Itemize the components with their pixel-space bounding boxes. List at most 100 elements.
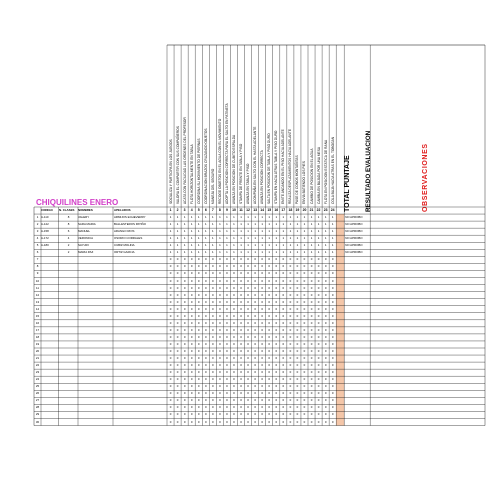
score-cell: 0 xyxy=(310,292,313,297)
score-cell: 0 xyxy=(183,363,186,368)
score-cell: 0 xyxy=(275,405,278,410)
score-cell: 0 xyxy=(226,398,228,403)
score-cell: 0 xyxy=(190,306,193,311)
criterion-header: SALTA EN POSICION DE TABLA Y PISO DURO xyxy=(267,133,272,204)
score-cell: 0 xyxy=(204,320,207,325)
score-cell: 0 xyxy=(247,292,249,297)
score-cell: 0 xyxy=(310,306,313,311)
score-cell: 1 xyxy=(240,222,242,227)
score-cell: 0 xyxy=(296,271,299,276)
total-score: 17 xyxy=(338,215,342,220)
score-cell: 0 xyxy=(331,334,334,339)
score-cell: 0 xyxy=(240,349,242,353)
score-cell: 1 xyxy=(296,250,299,255)
score-cell: 0 xyxy=(317,412,320,417)
score-cell: 0 xyxy=(296,264,299,269)
score-cell: 1 xyxy=(233,243,235,248)
score-cell: 0 xyxy=(268,334,271,339)
score-cell: 0 xyxy=(254,313,256,318)
score-cell: 0 xyxy=(254,271,256,276)
score-cell: 1 xyxy=(268,215,271,220)
score-cell: 0 xyxy=(247,384,249,389)
score-cell: 0 xyxy=(254,398,256,403)
score-cell: 0 xyxy=(212,257,214,262)
score-cell: 0 xyxy=(204,398,207,403)
score-cell: 0 xyxy=(226,370,228,375)
criterion-number: 24 xyxy=(330,208,335,212)
score-cell: 1 xyxy=(183,243,186,248)
score-cell: 1 xyxy=(197,229,200,234)
score-cell: 1 xyxy=(212,236,214,241)
score-cell: 0 xyxy=(176,391,179,396)
score-cell: 0 xyxy=(226,299,228,304)
score-cell: 0 xyxy=(190,356,193,361)
score-cell: 0 xyxy=(183,271,186,276)
score-cell: 0 xyxy=(268,327,271,332)
score-cell: 0 xyxy=(254,264,256,269)
score-cell: 1 xyxy=(226,215,228,220)
score-cell: 0 xyxy=(169,370,172,375)
score-cell: 0 xyxy=(261,327,263,332)
total-score: 0 xyxy=(339,278,341,283)
score-cell: 1 xyxy=(268,229,271,234)
criterion-number: 9 xyxy=(225,208,228,212)
score-cell: 0 xyxy=(282,292,285,297)
score-cell: 0 xyxy=(197,405,200,410)
score-cell: 0 xyxy=(317,292,320,297)
criterion-number: 1 xyxy=(169,208,172,212)
score-cell: 0 xyxy=(240,391,242,396)
score-cell: 0 xyxy=(296,370,299,375)
score-cell: 1 xyxy=(317,236,320,241)
score-cell: 0 xyxy=(247,257,249,262)
criterion-header: CAMBIO DE POSICION EN EL AGUA xyxy=(309,148,314,204)
score-cell: 0 xyxy=(289,306,292,311)
score-cell: 0 xyxy=(240,419,242,424)
score-cell: 1 xyxy=(212,222,214,227)
score-cell: 0 xyxy=(261,412,263,417)
score-cell: 0 xyxy=(303,384,306,389)
score-cell: 0 xyxy=(331,257,334,262)
score-cell: 0 xyxy=(254,320,256,325)
score-cell: 0 xyxy=(282,419,285,424)
score-cell: 0 xyxy=(204,306,207,311)
score-cell: 0 xyxy=(296,313,299,318)
score-cell: 0 xyxy=(233,306,235,311)
score-cell: 0 xyxy=(204,327,207,332)
score-cell: 1 xyxy=(176,222,179,227)
score-cell: 1 xyxy=(268,222,271,227)
score-cell: 1 xyxy=(317,215,320,220)
score-cell: 0 xyxy=(212,264,214,269)
score-cell: 0 xyxy=(317,349,320,353)
score-cell: 0 xyxy=(268,271,271,276)
score-cell: 0 xyxy=(282,320,285,325)
score-cell: 1 xyxy=(331,243,334,248)
score-cell: 1 xyxy=(324,215,327,220)
score-cell: 0 xyxy=(197,299,200,304)
score-cell: 0 xyxy=(212,419,214,424)
score-cell: 0 xyxy=(233,285,235,290)
score-cell: 0 xyxy=(247,398,249,403)
score-cell: 0 xyxy=(268,313,271,318)
score-cell: 0 xyxy=(289,299,292,304)
score-cell: 0 xyxy=(289,363,292,368)
student-last-name: OSORIO CORRALES xyxy=(114,236,143,241)
row-number: 23 xyxy=(35,370,40,375)
score-cell: 0 xyxy=(282,285,285,290)
score-cell: 0 xyxy=(212,285,214,290)
score-cell: 0 xyxy=(289,292,292,297)
score-cell: 0 xyxy=(268,299,271,304)
score-cell: 0 xyxy=(226,341,228,346)
score-cell: 0 xyxy=(254,370,256,375)
score-cell: 1 xyxy=(303,215,306,220)
score-cell: 0 xyxy=(247,299,249,304)
score-cell: 0 xyxy=(303,299,306,304)
score-cell: 0 xyxy=(247,313,249,318)
score-cell: 0 xyxy=(226,384,228,389)
score-cell: 0 xyxy=(324,327,327,332)
score-cell: 0 xyxy=(261,334,263,339)
score-cell: 1 xyxy=(197,243,200,248)
score-cell: 0 xyxy=(317,341,320,346)
score-cell: 0 xyxy=(310,349,313,353)
score-cell: 0 xyxy=(317,370,320,375)
score-cell: 1 xyxy=(261,250,263,255)
